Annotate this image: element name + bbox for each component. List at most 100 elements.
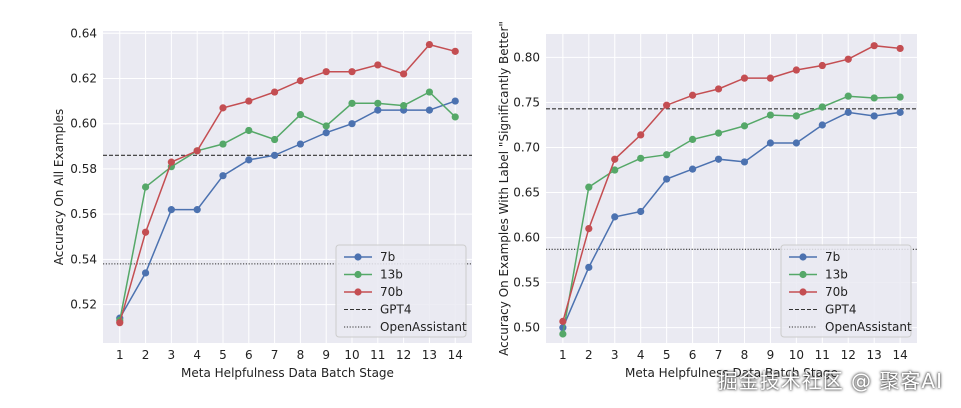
data-point-7b <box>322 129 330 137</box>
x-tick-label: 7 <box>271 348 279 362</box>
data-point-7b <box>425 106 434 114</box>
x-tick-label: 3 <box>611 348 619 362</box>
data-point-70b <box>270 88 279 96</box>
x-tick-label: 8 <box>297 348 305 362</box>
series-line-70b <box>562 44 901 322</box>
data-point-70b <box>167 158 175 166</box>
legend-box <box>335 244 467 338</box>
data-point-70b <box>193 147 201 155</box>
legend-marker-13b <box>799 270 807 279</box>
data-point-13b <box>245 126 253 135</box>
data-point-13b <box>585 183 593 191</box>
data-point-13b <box>714 129 723 137</box>
legend-box <box>780 244 912 338</box>
legend-label: OpenAssistant <box>380 320 467 334</box>
data-point-13b <box>425 88 434 96</box>
data-point-7b <box>141 269 150 277</box>
data-point-7b <box>296 140 305 148</box>
x-tick-label: 9 <box>767 348 775 362</box>
data-point-70b <box>740 74 749 82</box>
y-tick-label: 0.50 <box>513 321 540 335</box>
data-point-13b <box>559 330 567 338</box>
y-axis-label: Accuracy On Examples With Label "Signifi… <box>497 21 511 356</box>
series-line-13b <box>119 91 456 321</box>
series-line-7b <box>119 100 456 319</box>
y-tick-label: 0.80 <box>513 50 540 64</box>
y-tick-label: 0.56 <box>70 207 97 221</box>
x-tick-label: 12 <box>841 348 856 362</box>
x-tick-label: 3 <box>168 348 176 362</box>
x-tick-label: 14 <box>892 348 907 362</box>
legend-label: GPT4 <box>380 303 412 317</box>
data-point-7b <box>451 97 459 105</box>
data-point-7b <box>374 106 382 114</box>
data-point-13b <box>296 111 305 119</box>
data-point-7b <box>688 165 697 173</box>
data-point-13b <box>374 99 382 107</box>
data-point-70b <box>322 68 330 76</box>
data-point-13b <box>844 92 852 100</box>
legend-label: 13b <box>825 268 848 282</box>
data-point-70b <box>451 47 459 55</box>
data-point-7b <box>766 139 775 147</box>
legend-label: 7b <box>380 250 395 264</box>
data-point-13b <box>219 140 227 148</box>
data-point-70b <box>688 91 697 99</box>
data-point-70b <box>141 228 150 236</box>
x-tick-label: 14 <box>448 348 463 362</box>
data-point-7b <box>844 108 852 116</box>
y-tick-label: 0.64 <box>70 26 97 40</box>
data-point-7b <box>714 155 723 163</box>
data-point-13b <box>688 135 697 144</box>
x-axis-label: Meta Helpfulness Data Batch Stage <box>625 366 838 380</box>
data-point-13b <box>818 103 826 111</box>
data-point-13b <box>896 93 904 101</box>
data-point-70b <box>611 155 619 163</box>
data-point-70b <box>219 104 227 112</box>
data-point-7b <box>219 172 227 180</box>
legend-label: 70b <box>380 285 403 299</box>
watermark-text: 掘金技术社区 @ 聚客AI <box>717 369 943 393</box>
y-tick-label: 0.58 <box>70 162 97 176</box>
data-point-7b <box>167 206 175 214</box>
series-line-70b <box>119 43 456 323</box>
x-tick-label: 4 <box>637 348 645 362</box>
data-point-13b <box>792 112 800 120</box>
data-point-70b <box>792 66 800 74</box>
x-tick-label: 12 <box>396 348 411 362</box>
y-tick-label: 0.55 <box>513 276 540 290</box>
data-point-70b <box>663 101 671 109</box>
data-point-13b <box>400 102 408 110</box>
data-point-13b <box>740 122 749 130</box>
x-tick-label: 2 <box>585 348 593 362</box>
legend-marker-70b <box>354 288 362 296</box>
x-tick-label: 7 <box>715 348 723 362</box>
data-point-7b <box>637 207 645 216</box>
x-tick-label: 5 <box>219 348 227 362</box>
x-tick-label: 13 <box>867 348 882 362</box>
y-tick-label: 0.60 <box>513 231 540 245</box>
x-tick-label: 6 <box>245 348 253 362</box>
data-point-7b <box>792 139 800 147</box>
data-point-70b <box>818 61 826 70</box>
x-tick-label: 4 <box>193 348 201 362</box>
x-tick-label: 1 <box>559 348 567 362</box>
data-point-70b <box>400 70 408 78</box>
x-tick-label: 10 <box>789 348 804 362</box>
legend-marker-13b <box>354 270 362 279</box>
data-point-70b <box>296 77 305 85</box>
data-point-70b <box>245 97 253 105</box>
x-tick-label: 10 <box>344 348 359 362</box>
data-point-70b <box>844 55 852 63</box>
legend-label: 70b <box>825 285 848 299</box>
data-point-7b <box>270 151 279 159</box>
series-line-13b <box>562 95 901 335</box>
data-point-13b <box>663 151 671 159</box>
x-tick-label: 1 <box>116 348 124 362</box>
legend-label: 13b <box>380 268 403 282</box>
x-tick-label: 11 <box>815 348 830 362</box>
data-point-13b <box>451 113 459 121</box>
data-point-7b <box>818 121 826 129</box>
data-point-13b <box>348 99 356 107</box>
